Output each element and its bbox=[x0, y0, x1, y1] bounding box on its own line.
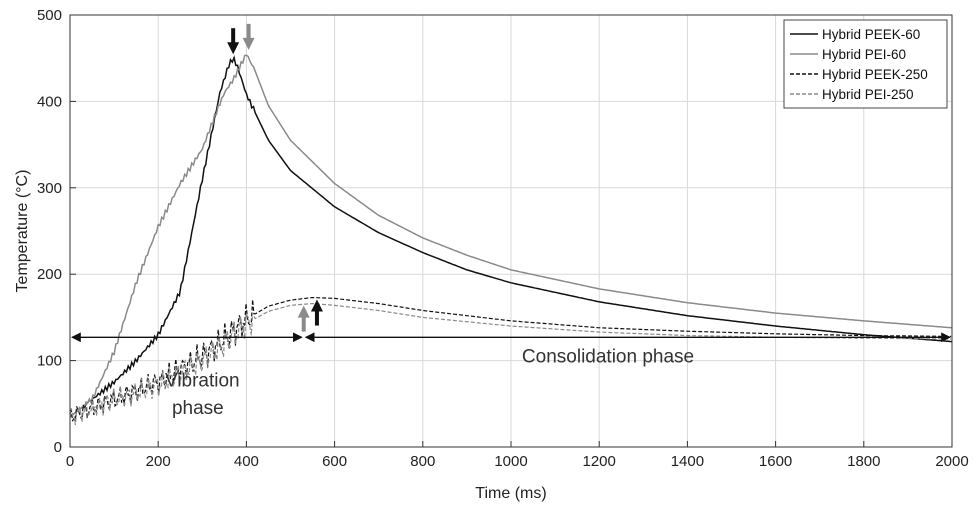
y-tick-label: 200 bbox=[37, 266, 62, 283]
legend: Hybrid PEEK-60 Hybrid PEI-60 Hybrid PEEK-2… bbox=[783, 19, 948, 109]
x-tick-label: 1800 bbox=[847, 453, 880, 470]
x-tick-label: 2000 bbox=[935, 453, 968, 470]
ticks: 0 200 400 600 800 1000 1200 1400 1600 1800 2000 0 10… bbox=[37, 7, 969, 470]
annotation-text: Vibration bbox=[165, 371, 240, 392]
x-tick-label: 1600 bbox=[759, 453, 792, 470]
legend-label: Hybrid PEEK-250 bbox=[822, 67, 928, 82]
y-tick-label: 400 bbox=[37, 93, 62, 110]
annotation-text: Consolidation phase bbox=[522, 346, 694, 367]
series-line-hybrid-pei-60 bbox=[69, 54, 953, 418]
series-line-hybrid-peek-250 bbox=[69, 297, 952, 423]
peak-arrow-peek-60 bbox=[227, 28, 240, 55]
x-tick-label: 0 bbox=[66, 453, 74, 470]
series-group bbox=[69, 54, 953, 426]
y-tick-label: 500 bbox=[37, 7, 62, 24]
annotations: Vibration phase Consolidation phase bbox=[165, 346, 694, 419]
x-tick-label: 800 bbox=[410, 453, 435, 470]
y-axis-label: Temperature (°C) bbox=[14, 170, 31, 293]
x-tick-label: 400 bbox=[234, 453, 259, 470]
x-tick-label: 200 bbox=[146, 453, 171, 470]
y-tick-label: 300 bbox=[37, 180, 62, 197]
legend-label: Hybrid PEEK-60 bbox=[822, 27, 920, 42]
peak-arrow-pei-60 bbox=[242, 23, 255, 50]
peak-arrows bbox=[227, 23, 323, 332]
series-line-hybrid-peek-60 bbox=[69, 55, 953, 418]
x-tick-label: 1000 bbox=[494, 453, 527, 470]
peak-arrow-pei-250 bbox=[297, 305, 310, 332]
x-axis-label: Time (ms) bbox=[475, 485, 546, 502]
x-tick-label: 1400 bbox=[671, 453, 704, 470]
legend-label: Hybrid PEI-60 bbox=[822, 47, 906, 62]
x-tick-label: 1200 bbox=[583, 453, 616, 470]
peak-arrow-peek-250 bbox=[310, 299, 323, 326]
y-tick-label: 100 bbox=[37, 353, 62, 370]
y-tick-label: 0 bbox=[54, 439, 62, 456]
annotation-text: phase bbox=[172, 398, 224, 419]
x-tick-label: 600 bbox=[322, 453, 347, 470]
legend-label: Hybrid PEI-250 bbox=[822, 87, 914, 102]
